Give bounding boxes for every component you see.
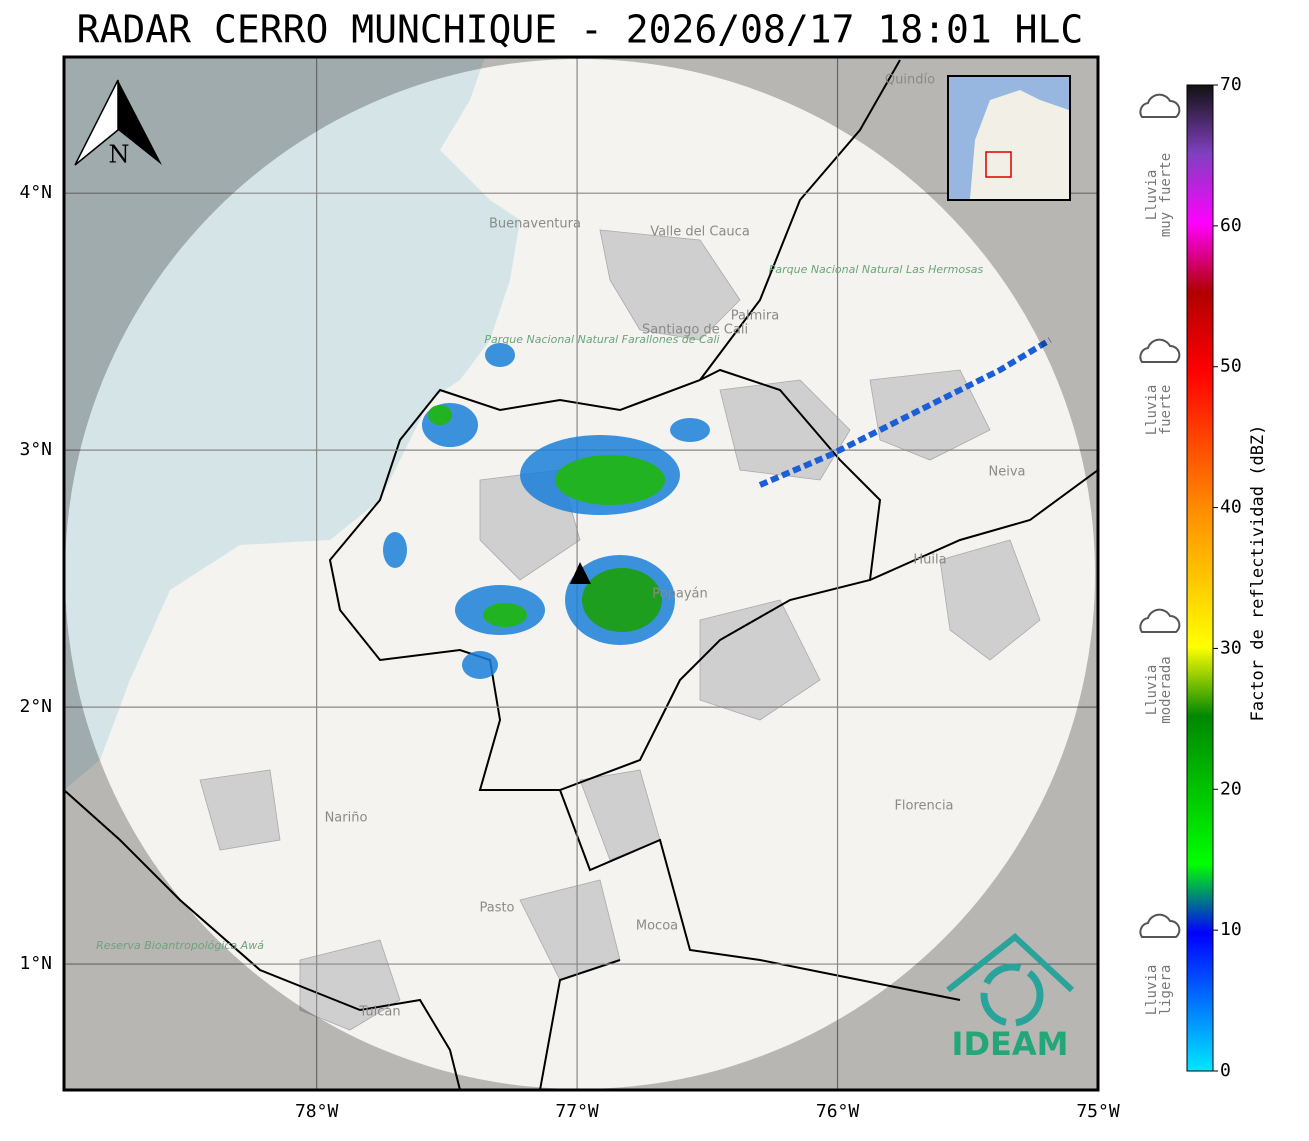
- y-tick-label: 3°N: [19, 439, 52, 460]
- place-label: Parque Nacional Natural Las Hermosas: [769, 263, 984, 276]
- place-label: Santiago de Cali: [642, 323, 748, 338]
- rain-icon: [1139, 93, 1181, 118]
- y-tick-label: 2°N: [19, 696, 52, 717]
- colorbar-tick-label: 40: [1220, 497, 1242, 518]
- rain-icon: [1139, 338, 1181, 363]
- grid: [64, 57, 1098, 1090]
- frame: [62, 55, 1100, 1092]
- legend-label: Lluvia: [1144, 665, 1160, 716]
- north-label: N: [109, 141, 130, 169]
- rain-icon: [1139, 913, 1181, 938]
- place-label: Neiva: [989, 465, 1026, 480]
- y-tick-label: 4°N: [19, 182, 52, 203]
- place-label: Reserva Bioantropológica Awá: [96, 939, 264, 952]
- ocean: [64, 57, 520, 790]
- inset-map: [947, 75, 1071, 201]
- place-label: Popayán: [652, 587, 707, 602]
- axes: 78°W 77°W 76°W 75°W 1°N 2°N 3°N 4°N: [19, 182, 1119, 1122]
- legend: LluvialigeraLluviamoderadaLluviafuerteLl…: [1139, 93, 1181, 1016]
- legend-label: Lluvia: [1144, 965, 1160, 1016]
- map-area: Quindío Buenaventura Valle del Cauca Santia…: [64, 57, 1098, 1090]
- colorbar-ticks: 0 10 20 30 40 50 60 70: [1213, 74, 1242, 1081]
- borders: [64, 59, 1098, 1090]
- rain-icon: [1139, 608, 1181, 633]
- place-label: Parque Nacional Natural Farallones de Ca…: [484, 333, 719, 346]
- place-label: Pasto: [479, 901, 514, 916]
- place-label: Nariño: [325, 811, 368, 826]
- logo-text: IDEAM: [952, 1025, 1069, 1063]
- place-label: Quindío: [885, 73, 935, 88]
- place-label: Valle del Cauca: [650, 225, 750, 240]
- colorbar-tick-label: 30: [1220, 637, 1242, 658]
- x-tick-label: 77°W: [555, 1101, 599, 1122]
- place-label: Buenaventura: [489, 217, 581, 232]
- radar-echoes: [383, 337, 1052, 679]
- legend-label: fuerte: [1158, 385, 1174, 436]
- compass: N: [74, 79, 162, 169]
- places: Quindío Buenaventura Valle del Cauca Santia…: [96, 73, 1025, 1020]
- legend-label: ligera: [1158, 965, 1174, 1016]
- colorbar-tick-label: 20: [1220, 778, 1242, 799]
- legend-label: Lluvia: [1144, 385, 1160, 436]
- place-label: Palmira: [731, 309, 779, 324]
- colorbar-tick-label: 10: [1220, 919, 1242, 940]
- colorbar-tick-label: 0: [1220, 1060, 1231, 1081]
- x-tick-label: 75°W: [1076, 1101, 1120, 1122]
- x-tick-label: 78°W: [295, 1101, 339, 1122]
- legend-label: moderada: [1158, 656, 1174, 723]
- place-label: Huila: [913, 553, 946, 568]
- legend-label: muy fuerte: [1158, 153, 1174, 237]
- place-label: Florencia: [894, 799, 953, 814]
- legend-label: Lluvia: [1144, 170, 1160, 221]
- colorbar-label: Factor de reflectividad (dBZ): [1248, 425, 1268, 722]
- place-label: Mocoa: [636, 919, 678, 934]
- colorbar: [1186, 84, 1214, 1072]
- title: RADAR CERRO MUNCHIQUE - 2026/08/17 18:01…: [77, 8, 1084, 52]
- colorbar-tick-label: 70: [1220, 74, 1242, 95]
- colorbar-tick-label: 60: [1220, 215, 1242, 236]
- radar-site: [570, 562, 591, 584]
- logo: IDEAM: [946, 933, 1075, 1063]
- place-label: Tulcán: [358, 1005, 400, 1020]
- colorbar-tick-label: 50: [1220, 356, 1242, 377]
- x-tick-label: 76°W: [816, 1101, 860, 1122]
- y-tick-label: 1°N: [19, 953, 52, 974]
